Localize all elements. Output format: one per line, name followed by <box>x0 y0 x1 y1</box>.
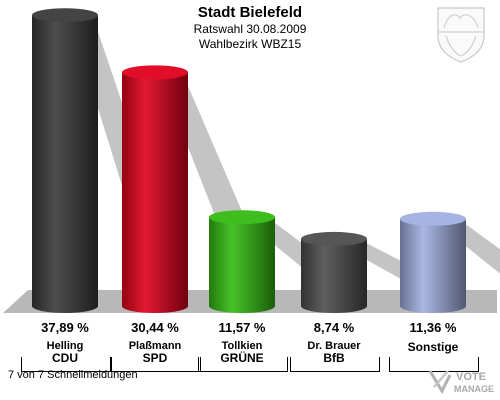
bar-top-sonstige <box>400 211 466 226</box>
chart-title: Stadt Bielefeld <box>197 4 303 21</box>
coat-of-arms-logo <box>437 7 485 63</box>
footer-text: 7 von 7 Schnellmeldungen <box>8 369 138 381</box>
vote-manager-logo-line2: MANAGER <box>454 384 494 394</box>
value-label-sonstige: 11,36 % <box>409 320 457 335</box>
bar-top-cdu <box>32 8 98 23</box>
bar-chart <box>3 8 500 314</box>
bar-spd <box>122 72 188 313</box>
party-label-gr-ne: GRÜNE <box>220 351 264 365</box>
party-bracket-spd <box>111 357 201 372</box>
party-label-cdu: CDU <box>52 351 78 365</box>
value-label-cdu: 37,89 % <box>41 320 89 335</box>
candidate-label-gr-ne: Tollkien <box>221 340 263 352</box>
party-label-bfb: BfB <box>323 351 345 365</box>
candidate-label-cdu: Helling <box>46 340 84 352</box>
bar-top-gr-ne <box>209 210 275 225</box>
party-label-spd: SPD <box>142 351 168 365</box>
vote-manager-logo: VOTE MANAGER <box>428 370 494 395</box>
value-label-spd: 30,44 % <box>131 320 179 335</box>
chart-subtitle-district: Wahlbezirk WBZ15 <box>198 37 302 51</box>
bar-gr-ne <box>209 217 275 313</box>
vote-manager-logo-line1: VOTE <box>456 371 486 383</box>
candidate-label-spd: Plaßmann <box>128 340 182 352</box>
candidate-label-bfb: Dr. Brauer <box>307 340 361 352</box>
party-label-sonstige: Sonstige <box>407 340 459 354</box>
bar-sonstige <box>400 218 466 313</box>
bar-top-bfb <box>301 231 367 246</box>
party-bracket-sonstige <box>389 357 479 372</box>
chart-subtitle-election: Ratswahl 30.08.2009 <box>193 22 307 36</box>
party-bracket-gr-ne <box>198 357 288 372</box>
bar-top-spd <box>122 65 188 80</box>
bar-bfb <box>301 238 367 313</box>
value-label-bfb: 8,74 % <box>313 320 355 335</box>
party-bracket-bfb <box>290 357 380 372</box>
party-bracket-cdu <box>21 357 111 372</box>
value-label-gr-ne: 11,57 % <box>218 320 266 335</box>
bar-cdu <box>32 15 98 314</box>
